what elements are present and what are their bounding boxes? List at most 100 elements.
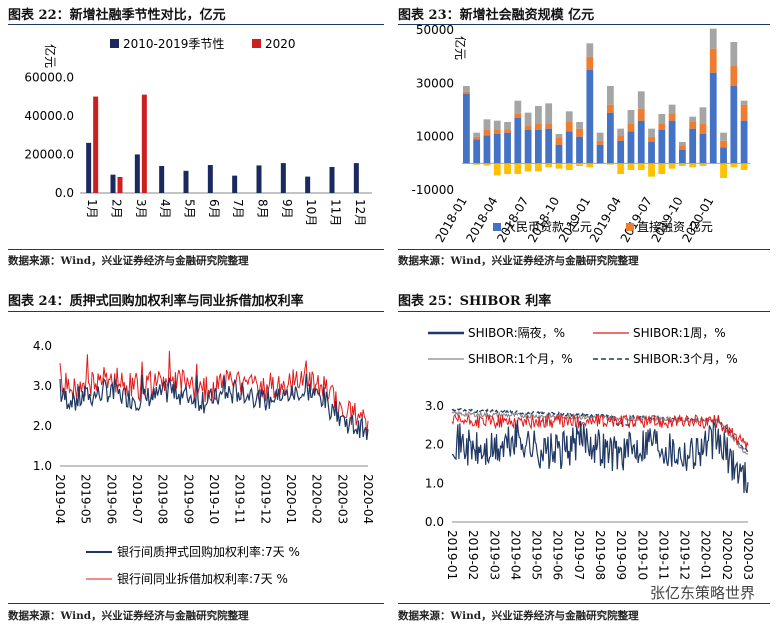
bar-direct: [463, 91, 470, 94]
y-tick-label: 0.0: [425, 515, 444, 529]
bar-2020: [93, 96, 99, 193]
x-tick-label: 7月: [231, 199, 245, 219]
bar-loans: [493, 134, 501, 164]
bar-other: [689, 116, 697, 122]
x-tick-label: 11月: [329, 199, 343, 226]
chart-22-source: 数据来源：Wind，兴业证券经济与金融研究院整理: [8, 255, 249, 267]
chart-25-source: 数据来源：Wind，兴业证券经济与金融研究院整理: [398, 610, 639, 622]
legend-label-on: SHIBOR:隔夜，%: [468, 325, 565, 340]
legend-label-direct: 直接融资 亿元: [637, 219, 713, 234]
bar-other: [607, 86, 614, 105]
series-line-shibor-1w: [451, 412, 749, 449]
x-tick-label: 3月: [134, 199, 148, 219]
bar-direct: [473, 136, 481, 140]
bar-direct: [493, 130, 501, 134]
bar-direct: [576, 128, 583, 137]
chart-23-source: 数据来源：Wind，兴业证券经济与金融研究院整理: [398, 255, 639, 267]
bar-direct: [668, 114, 676, 121]
bar-negative: [514, 163, 522, 174]
bar-other: [658, 114, 666, 124]
bar-other: [668, 104, 676, 114]
bar-loans: [709, 72, 717, 164]
bar-negative: [607, 163, 614, 165]
chart-23-title: 图表 23：新增社会融资规模 亿元: [398, 8, 595, 23]
series-line-shibor-3m: [451, 407, 749, 454]
bar-direct: [709, 48, 717, 73]
bar-loans: [596, 144, 604, 164]
x-tick-label: 2019-04: [508, 530, 522, 580]
bar-negative: [555, 163, 563, 169]
bar-negative: [730, 163, 738, 168]
bar-loans: [648, 142, 655, 164]
legend-label-3m: SHIBOR:3个月，%: [633, 352, 738, 366]
bar-loans: [689, 128, 697, 164]
x-tick-label: 5月: [183, 199, 197, 219]
x-tick-label: 2019-09: [614, 530, 628, 580]
legend-label-1m: SHIBOR:1个月，%: [468, 352, 573, 366]
source-rule: [398, 603, 770, 604]
series-line-shibor-on: [451, 420, 749, 494]
bar-2020: [141, 94, 147, 193]
bar-direct: [627, 123, 635, 132]
bar-loans: [720, 147, 727, 164]
bar-negative: [668, 163, 676, 169]
bar-other: [493, 120, 501, 130]
bar-loans: [730, 86, 738, 164]
bar-direct: [545, 123, 553, 129]
x-tick-label: 2019-12: [678, 530, 692, 580]
y-tick-label: 20000.0: [24, 147, 74, 161]
bar-negative: [524, 163, 532, 172]
bar-direct: [689, 122, 697, 129]
bar-other: [463, 86, 470, 92]
bar-other: [473, 132, 481, 137]
x-tick-label: 8月: [256, 199, 270, 219]
title-rule: [398, 311, 770, 312]
x-tick-label: 2020-01: [284, 474, 298, 524]
bar-loans: [555, 144, 563, 164]
x-tick-label: 2月: [110, 199, 124, 219]
legend-label-loans: 人民币贷款 亿元: [504, 219, 592, 234]
source-rule: [8, 249, 384, 250]
x-tick-label: 2019-08: [593, 530, 607, 580]
bar-loans: [679, 150, 686, 164]
x-tick-label: 2019-06: [551, 530, 565, 580]
bar-loans: [545, 128, 553, 164]
bar-negative: [658, 163, 666, 174]
title-rule: [8, 311, 384, 312]
bar-loans: [627, 131, 635, 164]
bar-seasonal: [353, 163, 359, 193]
bar-direct: [565, 122, 573, 132]
bar-direct: [658, 123, 666, 130]
chart-24-source: 数据来源：Wind，兴业证券经济与金融研究院整理: [8, 610, 249, 622]
bar-loans: [535, 130, 542, 164]
series-line-interbank: [59, 350, 369, 435]
bar-loans: [607, 112, 614, 164]
chart-22-title: 图表 22：新增社融季节性对比，亿元: [8, 8, 226, 23]
x-tick-label: 2019-10: [635, 530, 649, 580]
bar-loans: [504, 132, 511, 164]
bar-negative: [720, 163, 727, 178]
x-tick-label: 2019-09: [181, 474, 195, 524]
bar-negative: [689, 163, 697, 168]
x-tick-label: 2020-01: [699, 530, 713, 580]
bar-other: [709, 28, 717, 49]
chart-24-repo-rate-line: 1.0 2.0 3.0 4.0 2019-04 2019-05 2019-06 2019-07…: [33, 339, 375, 586]
y-tick-label: 60000.0: [24, 70, 74, 84]
legend-label-repo: 银行间质押式回购加权利率:7天 %: [117, 544, 300, 559]
bar-direct: [483, 130, 491, 136]
bar-other: [699, 107, 707, 124]
x-tick-label: 2020-03: [335, 474, 349, 524]
bar-seasonal: [110, 174, 116, 193]
source-rule: [398, 249, 770, 250]
x-tick-label: 2019-11: [233, 474, 247, 524]
bar-negative: [679, 163, 686, 166]
x-tick-label: 12月: [353, 199, 367, 226]
x-tick-label: 2020-02: [720, 530, 734, 580]
bar-negative: [699, 163, 707, 166]
bar-seasonal: [280, 163, 286, 193]
x-tick-label: 1月: [85, 199, 99, 219]
x-tick-label: 2019-04: [53, 474, 67, 524]
x-tick-label: 2020-02: [310, 474, 324, 524]
bar-other: [627, 110, 635, 124]
bar-direct: [617, 135, 625, 141]
